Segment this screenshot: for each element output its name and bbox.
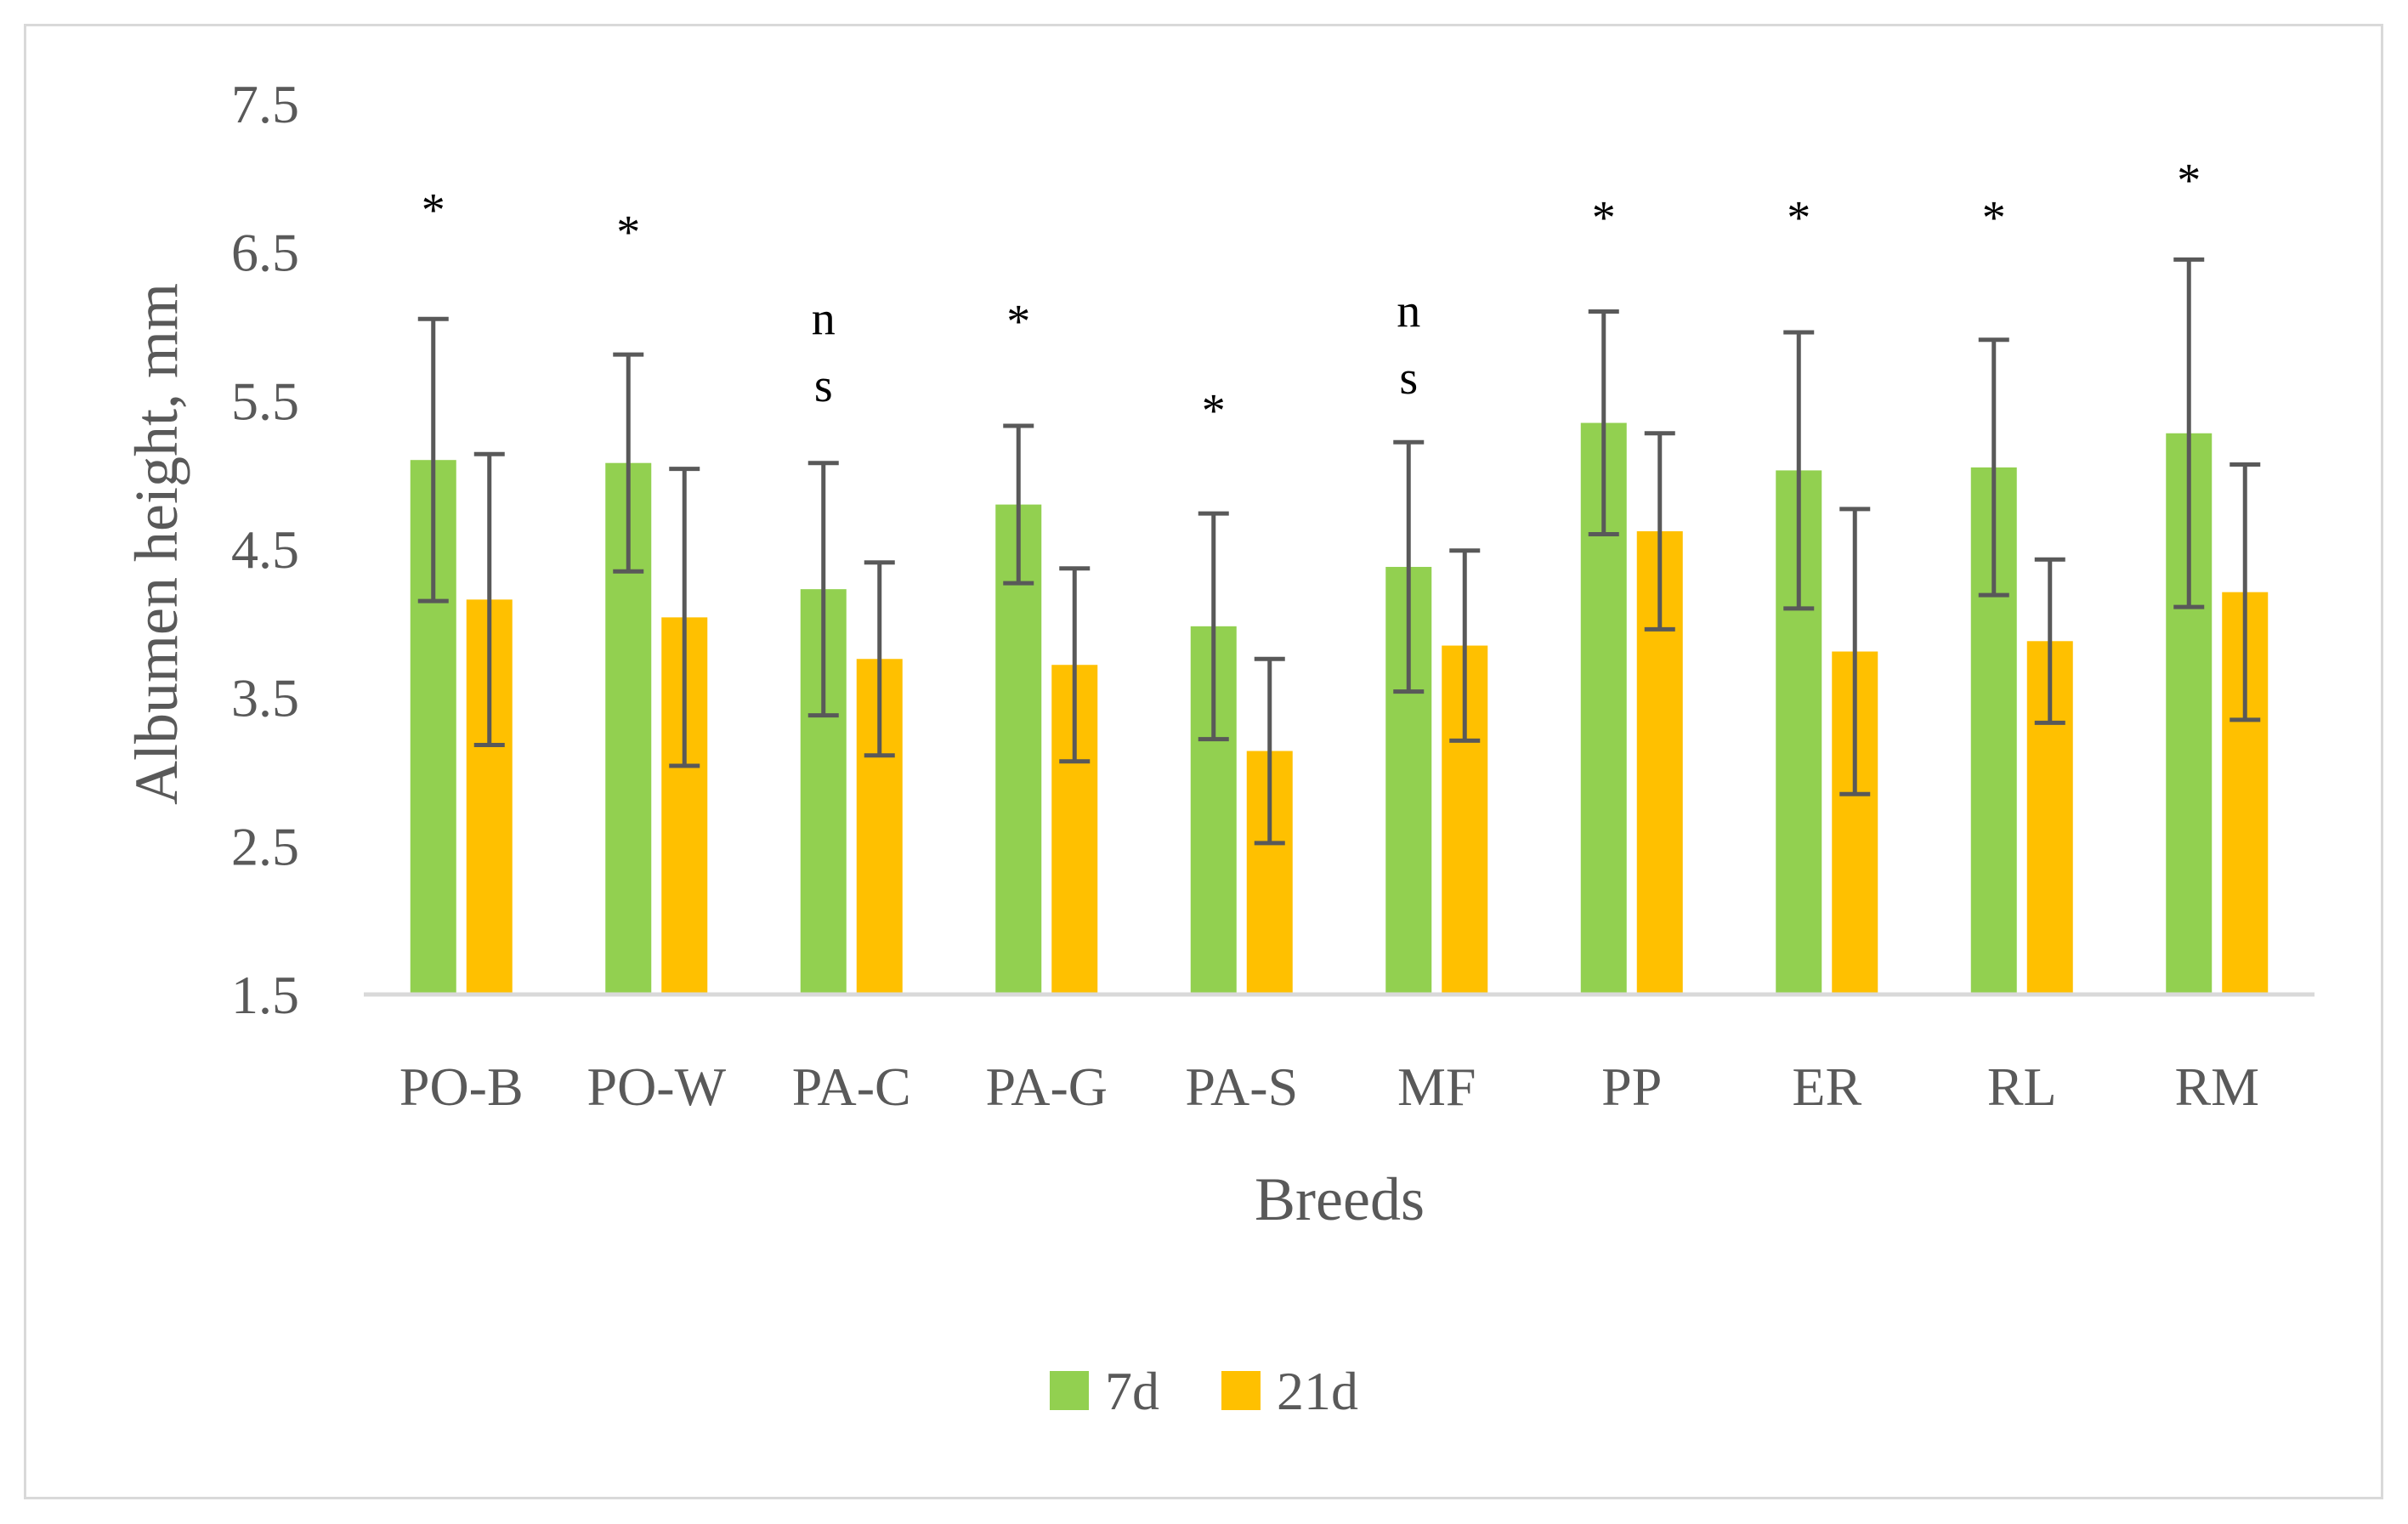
significance-mark-PA-C: s bbox=[814, 360, 833, 412]
error-bar-7d-PO-B bbox=[417, 316, 449, 603]
x-tick-label: PP bbox=[1601, 1057, 1662, 1117]
y-tick-label: 1.5 bbox=[231, 965, 299, 1025]
error-bar-7d-PA-G bbox=[1003, 423, 1034, 586]
error-bar-21d-PA-G bbox=[1059, 566, 1091, 764]
error-bar-21d-PP bbox=[1644, 431, 1675, 632]
significance-mark-PO-B: * bbox=[422, 184, 445, 237]
legend-item-7d: 7d bbox=[1050, 1361, 1159, 1421]
x-tick-label: PA-S bbox=[1185, 1057, 1298, 1117]
significance-mark-PA-C: n bbox=[812, 292, 836, 345]
x-tick-label: ER bbox=[1792, 1057, 1861, 1117]
y-tick-label: 2.5 bbox=[231, 816, 299, 876]
significance-mark-MF: s bbox=[1399, 352, 1418, 405]
x-tick-label: RL bbox=[1987, 1057, 2057, 1117]
error-bar-7d-MF bbox=[1393, 439, 1425, 694]
significance-mark-ER: * bbox=[1787, 191, 1810, 244]
significance-mark-PP: * bbox=[1592, 191, 1616, 244]
error-bar-21d-RM bbox=[2230, 462, 2261, 722]
x-tick-label: PA-C bbox=[792, 1057, 911, 1117]
significance-mark-PA-G: * bbox=[1006, 296, 1030, 348]
error-bar-7d-RM bbox=[2173, 257, 2205, 609]
x-tick-label: PO-B bbox=[399, 1057, 524, 1117]
legend-label: 7d bbox=[1105, 1361, 1159, 1421]
error-bar-7d-ER bbox=[1783, 330, 1815, 611]
error-bar-21d-PO-B bbox=[473, 451, 505, 748]
error-bar-7d-PA-S bbox=[1198, 511, 1229, 742]
y-tick-label: 4.5 bbox=[231, 519, 299, 580]
significance-mark-RM: * bbox=[2177, 155, 2201, 207]
x-tick-label: MF bbox=[1397, 1057, 1476, 1117]
y-tick-label: 5.5 bbox=[231, 371, 299, 431]
x-tick-label: PO-W bbox=[586, 1057, 726, 1117]
y-tick-label: 3.5 bbox=[231, 668, 299, 728]
error-bar-7d-PO-W bbox=[613, 352, 644, 574]
legend-swatch bbox=[1050, 1371, 1089, 1410]
error-bar-21d-MF bbox=[1449, 548, 1481, 743]
x-tick-label: RM bbox=[2174, 1057, 2259, 1117]
x-axis-ticks: PO-B PO-W PA-C PA-G PA-S MF PP ER RL RM bbox=[399, 1057, 2259, 1117]
bars bbox=[410, 422, 2269, 994]
x-axis-title: Breeds bbox=[1255, 1165, 1425, 1233]
legend-item-21d: 21d bbox=[1221, 1361, 1358, 1421]
y-axis-title: Albumen height, mm bbox=[122, 283, 190, 805]
bar-7d-PA-G bbox=[995, 504, 1042, 994]
y-axis-ticks: 1.5 2.5 3.5 4.5 5.5 6.5 7.5 bbox=[231, 74, 299, 1025]
significance-mark-PO-W: * bbox=[616, 207, 640, 259]
error-bars bbox=[417, 257, 2261, 846]
error-bar-21d-ER bbox=[1839, 507, 1871, 796]
y-tick-label: 7.5 bbox=[231, 74, 299, 134]
error-bar-7d-RL bbox=[1978, 337, 2009, 598]
legend: 7d 21d bbox=[1050, 1361, 1358, 1421]
significance-mark-PA-S: * bbox=[1202, 384, 1226, 437]
error-bar-21d-PA-C bbox=[864, 560, 895, 758]
error-bar-21d-RL bbox=[2034, 557, 2065, 725]
error-bar-7d-PP bbox=[1588, 309, 1619, 537]
error-bar-21d-PA-S bbox=[1254, 656, 1285, 846]
legend-label: 21d bbox=[1277, 1361, 1358, 1421]
significance-mark-RL: * bbox=[1982, 191, 2006, 244]
significance-mark-MF: n bbox=[1397, 286, 1420, 338]
significance-annotations: * *ns**ns* * ** bbox=[422, 155, 2201, 438]
error-bar-21d-PO-W bbox=[669, 467, 700, 768]
x-tick-label: PA-G bbox=[986, 1057, 1108, 1117]
y-tick-label: 6.5 bbox=[231, 223, 299, 283]
legend-swatch bbox=[1221, 1371, 1261, 1410]
error-bar-7d-PA-C bbox=[807, 461, 839, 718]
